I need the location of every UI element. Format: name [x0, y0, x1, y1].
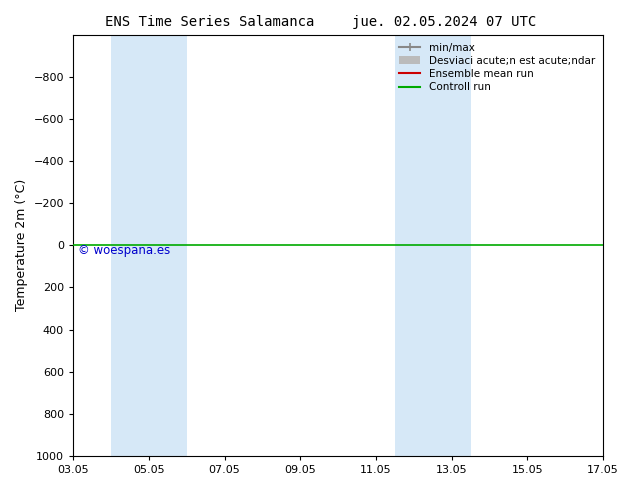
Legend: min/max, Desviaci acute;n est acute;ndar, Ensemble mean run, Controll run: min/max, Desviaci acute;n est acute;ndar…: [396, 40, 598, 96]
Bar: [395, 35, 470, 456]
Y-axis label: Temperature 2m (°C): Temperature 2m (°C): [15, 179, 28, 312]
Text: jue. 02.05.2024 07 UTC: jue. 02.05.2024 07 UTC: [352, 15, 536, 29]
Text: ENS Time Series Salamanca: ENS Time Series Salamanca: [105, 15, 314, 29]
Bar: [111, 35, 186, 456]
Text: © woespana.es: © woespana.es: [79, 245, 171, 257]
